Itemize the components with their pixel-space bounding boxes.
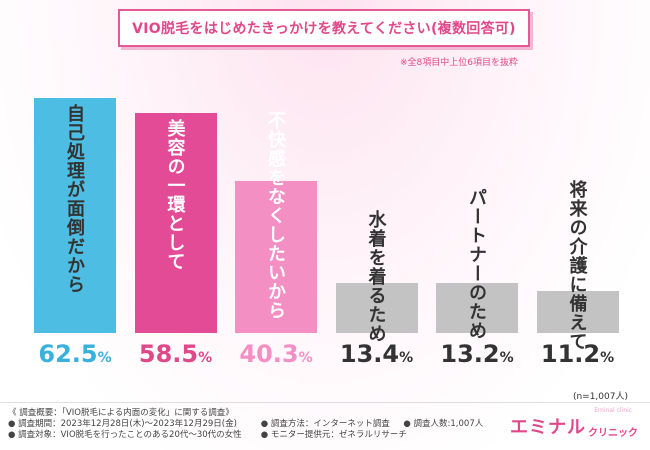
value-label-3: 40.3% (239, 340, 313, 368)
value-label-5: 13.2% (440, 340, 514, 368)
bar-label-2: 美容の一環として (164, 119, 186, 272)
footer-method: ● 調査方法：インターネット調査 (260, 419, 390, 429)
survey-footer: 《 調査概要：「VIO脱毛による内面の変化」に関する調査》 ● 調査期間：202… (8, 408, 483, 441)
bar-4 (335, 282, 418, 333)
footer-count: ● 調査人数:1,007人 (403, 419, 484, 429)
clinic-logo: Eminal clinic エミナル クリニック (510, 407, 638, 439)
bar-label-3: 不快感をなくしたいから (265, 111, 286, 321)
bar-1 (34, 98, 116, 333)
value-label-6: 11.2% (540, 340, 615, 368)
chart-title: VIO脱毛をはじめたきっかけを教えてください(複数回答可) (118, 9, 530, 47)
footer-target: ● 調査対象：VIO脱毛を行ったことのある20代〜30代の女性 (8, 430, 242, 440)
footer-overview: 《 調査概要：「VIO脱毛による内面の変化」に関する調査》 (8, 408, 234, 418)
footer-period: ● 調査期間：2023年12月28日(木)〜2023年12月29日(金) (8, 419, 237, 429)
bar-label-1: 自己処理が面倒だから (64, 104, 85, 294)
bar-label-4: 水着を着るため (365, 210, 387, 343)
bar-3 (235, 181, 317, 333)
logo-tagline: Eminal clinic (594, 407, 632, 414)
bar-6 (536, 290, 619, 333)
logo-sub: クリニック (588, 428, 638, 439)
value-label-2: 58.5% (138, 340, 213, 368)
sample-size: (n=1,007人) (572, 392, 628, 402)
chart-note: ※全8項目中上位6項目を抜粋 (400, 58, 518, 68)
value-label-1: 62.5% (38, 340, 112, 368)
bar-label-6: 将来の介護に備えて (566, 180, 588, 351)
bar-label-5: パートナーのため (466, 188, 487, 340)
bar-5 (436, 283, 518, 333)
logo-main: エミナル (510, 417, 586, 438)
value-label-4: 13.4% (339, 340, 414, 368)
footer-divider (0, 402, 650, 403)
footer-provider: ● モニター提供元：ゼネラルリサーチ (260, 430, 407, 440)
bar-2 (134, 113, 217, 333)
